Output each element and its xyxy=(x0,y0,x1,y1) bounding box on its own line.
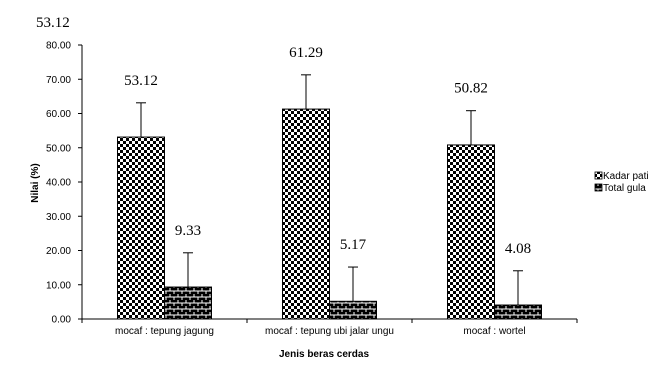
y-tick-label: 80.00 xyxy=(46,41,71,52)
x-tick-label: mocaf : tepung ubi jalar ungu xyxy=(265,326,394,337)
chart-title: 53.12 xyxy=(36,15,70,31)
x-axis-title: Jenis beras cerdas xyxy=(279,349,369,360)
data-label: 50.82 xyxy=(454,81,488,97)
y-tick-label: 0.00 xyxy=(52,315,72,326)
y-tick-label: 70.00 xyxy=(46,75,71,86)
data-label: 5.17 xyxy=(340,237,367,253)
data-label: 53.12 xyxy=(124,73,158,89)
y-axis-title: Nilai (%) xyxy=(30,163,41,202)
bar-kadar-pati xyxy=(117,136,165,320)
y-tick-label: 40.00 xyxy=(46,178,71,189)
legend-item-total-gula-label: Total gula xyxy=(603,183,646,194)
x-axis: mocaf : tepung jagung mocaf : tepung ubi … xyxy=(81,318,578,337)
legend-item-total-gula-swatch xyxy=(594,183,603,192)
y-tick-label: 50.00 xyxy=(46,143,71,154)
legend: Kadar pati Total gula xyxy=(594,171,649,194)
data-label: 4.08 xyxy=(505,241,531,257)
bar-total-gula xyxy=(494,304,542,320)
legend-item-kadar-pati-label: Kadar pati xyxy=(603,171,649,182)
y-tick-label: 30.00 xyxy=(46,212,71,223)
legend-item-kadar-pati-swatch xyxy=(594,171,603,180)
bar-total-gula xyxy=(329,300,377,320)
data-label: 61.29 xyxy=(289,45,323,61)
data-labels: 53.12 9.33 61.29 5.17 50.82 4.08 xyxy=(124,45,531,257)
bars xyxy=(117,108,542,320)
y-tick-label: 10.00 xyxy=(46,280,71,291)
bar-kadar-pati xyxy=(447,144,495,320)
error-bars xyxy=(136,74,523,306)
data-label: 9.33 xyxy=(175,223,201,239)
bar-total-gula xyxy=(164,286,212,320)
y-tick-label: 60.00 xyxy=(46,109,71,120)
y-axis: 0.00 10.00 20.00 30.00 40.00 50.00 60.00 70.00 8… xyxy=(46,41,83,326)
x-tick-label: mocaf : wortel xyxy=(463,326,525,337)
y-tick-label: 20.00 xyxy=(46,246,71,257)
bar-kadar-pati xyxy=(282,108,330,320)
x-tick-label: mocaf : tepung jagung xyxy=(115,326,214,337)
